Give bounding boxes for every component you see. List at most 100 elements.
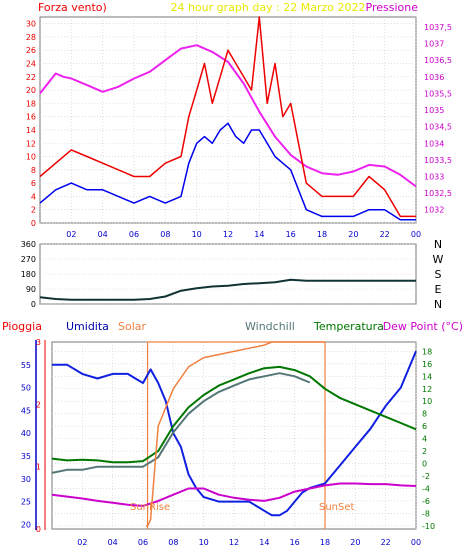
direction-label: E xyxy=(435,283,442,296)
legend-temperatura: Temperatura xyxy=(313,320,384,333)
direction-label: N xyxy=(434,298,442,311)
temperature-ticks: -10 -8 -6 -4 -2 0 2 4 6 8 10 12 14 16 18 xyxy=(422,347,435,531)
series-line xyxy=(39,44,417,188)
tick-label-hour: 12 xyxy=(223,230,233,239)
tick-label-humidity: 50 xyxy=(21,384,31,393)
panel3-series xyxy=(51,341,417,529)
tick-label-wind: 4 xyxy=(31,192,36,201)
tick-label-wind: 18 xyxy=(26,99,36,108)
tick-label-pressure: 1036 xyxy=(424,73,444,82)
tick-label-humidity: 25 xyxy=(21,498,31,507)
panel1-grid xyxy=(40,17,417,224)
tick-label-hour: 12 xyxy=(229,538,239,547)
tick-label-humidity: 55 xyxy=(21,361,31,370)
direction-label: W xyxy=(433,253,444,266)
tick-label-degrees: 180 xyxy=(21,270,36,279)
tick-label-hour: 10 xyxy=(192,230,202,239)
tick-label-wind: 20 xyxy=(26,86,36,95)
tick-label-temperature: 10 xyxy=(422,397,432,406)
tick-label-hour: 08 xyxy=(160,230,170,239)
tick-label-degrees: 90 xyxy=(26,285,36,294)
panel1-x-ticks: 02 04 06 08 10 12 14 16 18 20 22 00 xyxy=(66,230,421,239)
tick-label-humidity: 35 xyxy=(21,452,31,461)
tick-label-rain: 2 xyxy=(36,400,41,409)
series-line xyxy=(51,482,417,507)
tick-label-rain: 3 xyxy=(36,338,41,347)
tick-label-wind: 24 xyxy=(26,60,36,69)
sun-window xyxy=(146,341,326,529)
tick-label-wind: 30 xyxy=(26,20,36,29)
tick-label-hour: 10 xyxy=(199,538,209,547)
tick-label-rain: 0 xyxy=(36,525,41,534)
tick-label-pressure: 1034 xyxy=(424,139,444,148)
tick-label-temperature: 2 xyxy=(422,447,427,456)
tick-label-wind: 28 xyxy=(26,33,36,42)
series-line xyxy=(39,278,416,301)
legend-windchill: Windchill xyxy=(245,320,295,333)
tick-label-wind: 2 xyxy=(31,206,36,215)
tick-label-temperature: 16 xyxy=(422,360,432,369)
tick-label-hour: 00 xyxy=(411,230,421,239)
tick-label-pressure: 1033 xyxy=(424,172,444,181)
series-line xyxy=(39,122,416,221)
tick-label-temperature: -4 xyxy=(422,484,430,493)
tick-label-hour: 20 xyxy=(348,230,358,239)
tick-label-hour: 20 xyxy=(350,538,360,547)
direction-label: N xyxy=(434,238,442,251)
tick-label-hour: 08 xyxy=(168,538,178,547)
legend-umidita: Umidita xyxy=(66,320,109,333)
pressure-axis-label: Pressione xyxy=(366,1,419,14)
tick-label-hour: 06 xyxy=(129,230,139,239)
tick-label-humidity: 20 xyxy=(21,520,31,529)
tick-label-degrees: 0 xyxy=(31,300,36,309)
tick-label-pressure: 1037,5 xyxy=(424,23,452,32)
tick-label-hour: 18 xyxy=(317,230,327,239)
tick-label-pressure: 1034,5 xyxy=(424,123,452,132)
tick-label-hour: 16 xyxy=(286,230,296,239)
series-line xyxy=(146,341,325,527)
tick-label-temperature: 12 xyxy=(422,385,432,394)
tick-label-pressure: 1032 xyxy=(424,206,444,215)
tick-label-temperature: 8 xyxy=(422,410,427,419)
legend-solar: Solar xyxy=(118,320,147,333)
tick-label-temperature: 18 xyxy=(422,347,432,356)
tick-label-hour: 00 xyxy=(411,538,421,547)
tick-label-wind: 22 xyxy=(26,73,36,82)
tick-label-wind: 12 xyxy=(26,139,36,148)
series-line xyxy=(51,372,311,474)
tick-label-hour: 14 xyxy=(254,230,264,239)
tick-label-wind: 14 xyxy=(26,126,36,135)
tick-label-degrees: 360 xyxy=(21,240,36,249)
tick-label-wind: 8 xyxy=(31,166,36,175)
legend-dewpoint: Dew Point (°C) xyxy=(383,320,463,333)
tick-label-hour: 14 xyxy=(259,538,269,547)
sunset-annotation: SunSet xyxy=(319,502,355,513)
tick-label-hour: 04 xyxy=(108,538,118,547)
tick-label-pressure: 1036,5 xyxy=(424,56,452,65)
panel1-series xyxy=(39,16,417,221)
panel3-grid xyxy=(52,342,417,529)
tick-label-temperature: 4 xyxy=(422,435,427,444)
panel3-x-ticks: 02 04 06 08 10 12 14 16 18 20 22 00 xyxy=(77,538,421,547)
tick-label-degrees: 270 xyxy=(21,255,36,264)
tick-label-rain: 1 xyxy=(36,463,41,472)
tick-label-wind: 0 xyxy=(31,219,36,228)
tick-label-pressure: 1032,5 xyxy=(424,189,452,198)
series-line xyxy=(39,16,416,218)
tick-label-wind: 10 xyxy=(26,153,36,162)
tick-label-hour: 18 xyxy=(320,538,330,547)
tick-label-hour: 02 xyxy=(66,230,76,239)
chart-title: 24 hour graph day : 22 Marzo 2022 xyxy=(170,1,365,14)
rain-ticks: 0 1 2 3 xyxy=(36,338,41,534)
tick-label-temperature: 14 xyxy=(422,372,432,381)
panel2-plot-area xyxy=(39,243,417,305)
tick-label-temperature: -6 xyxy=(422,497,430,506)
tick-label-pressure: 1035 xyxy=(424,106,444,115)
